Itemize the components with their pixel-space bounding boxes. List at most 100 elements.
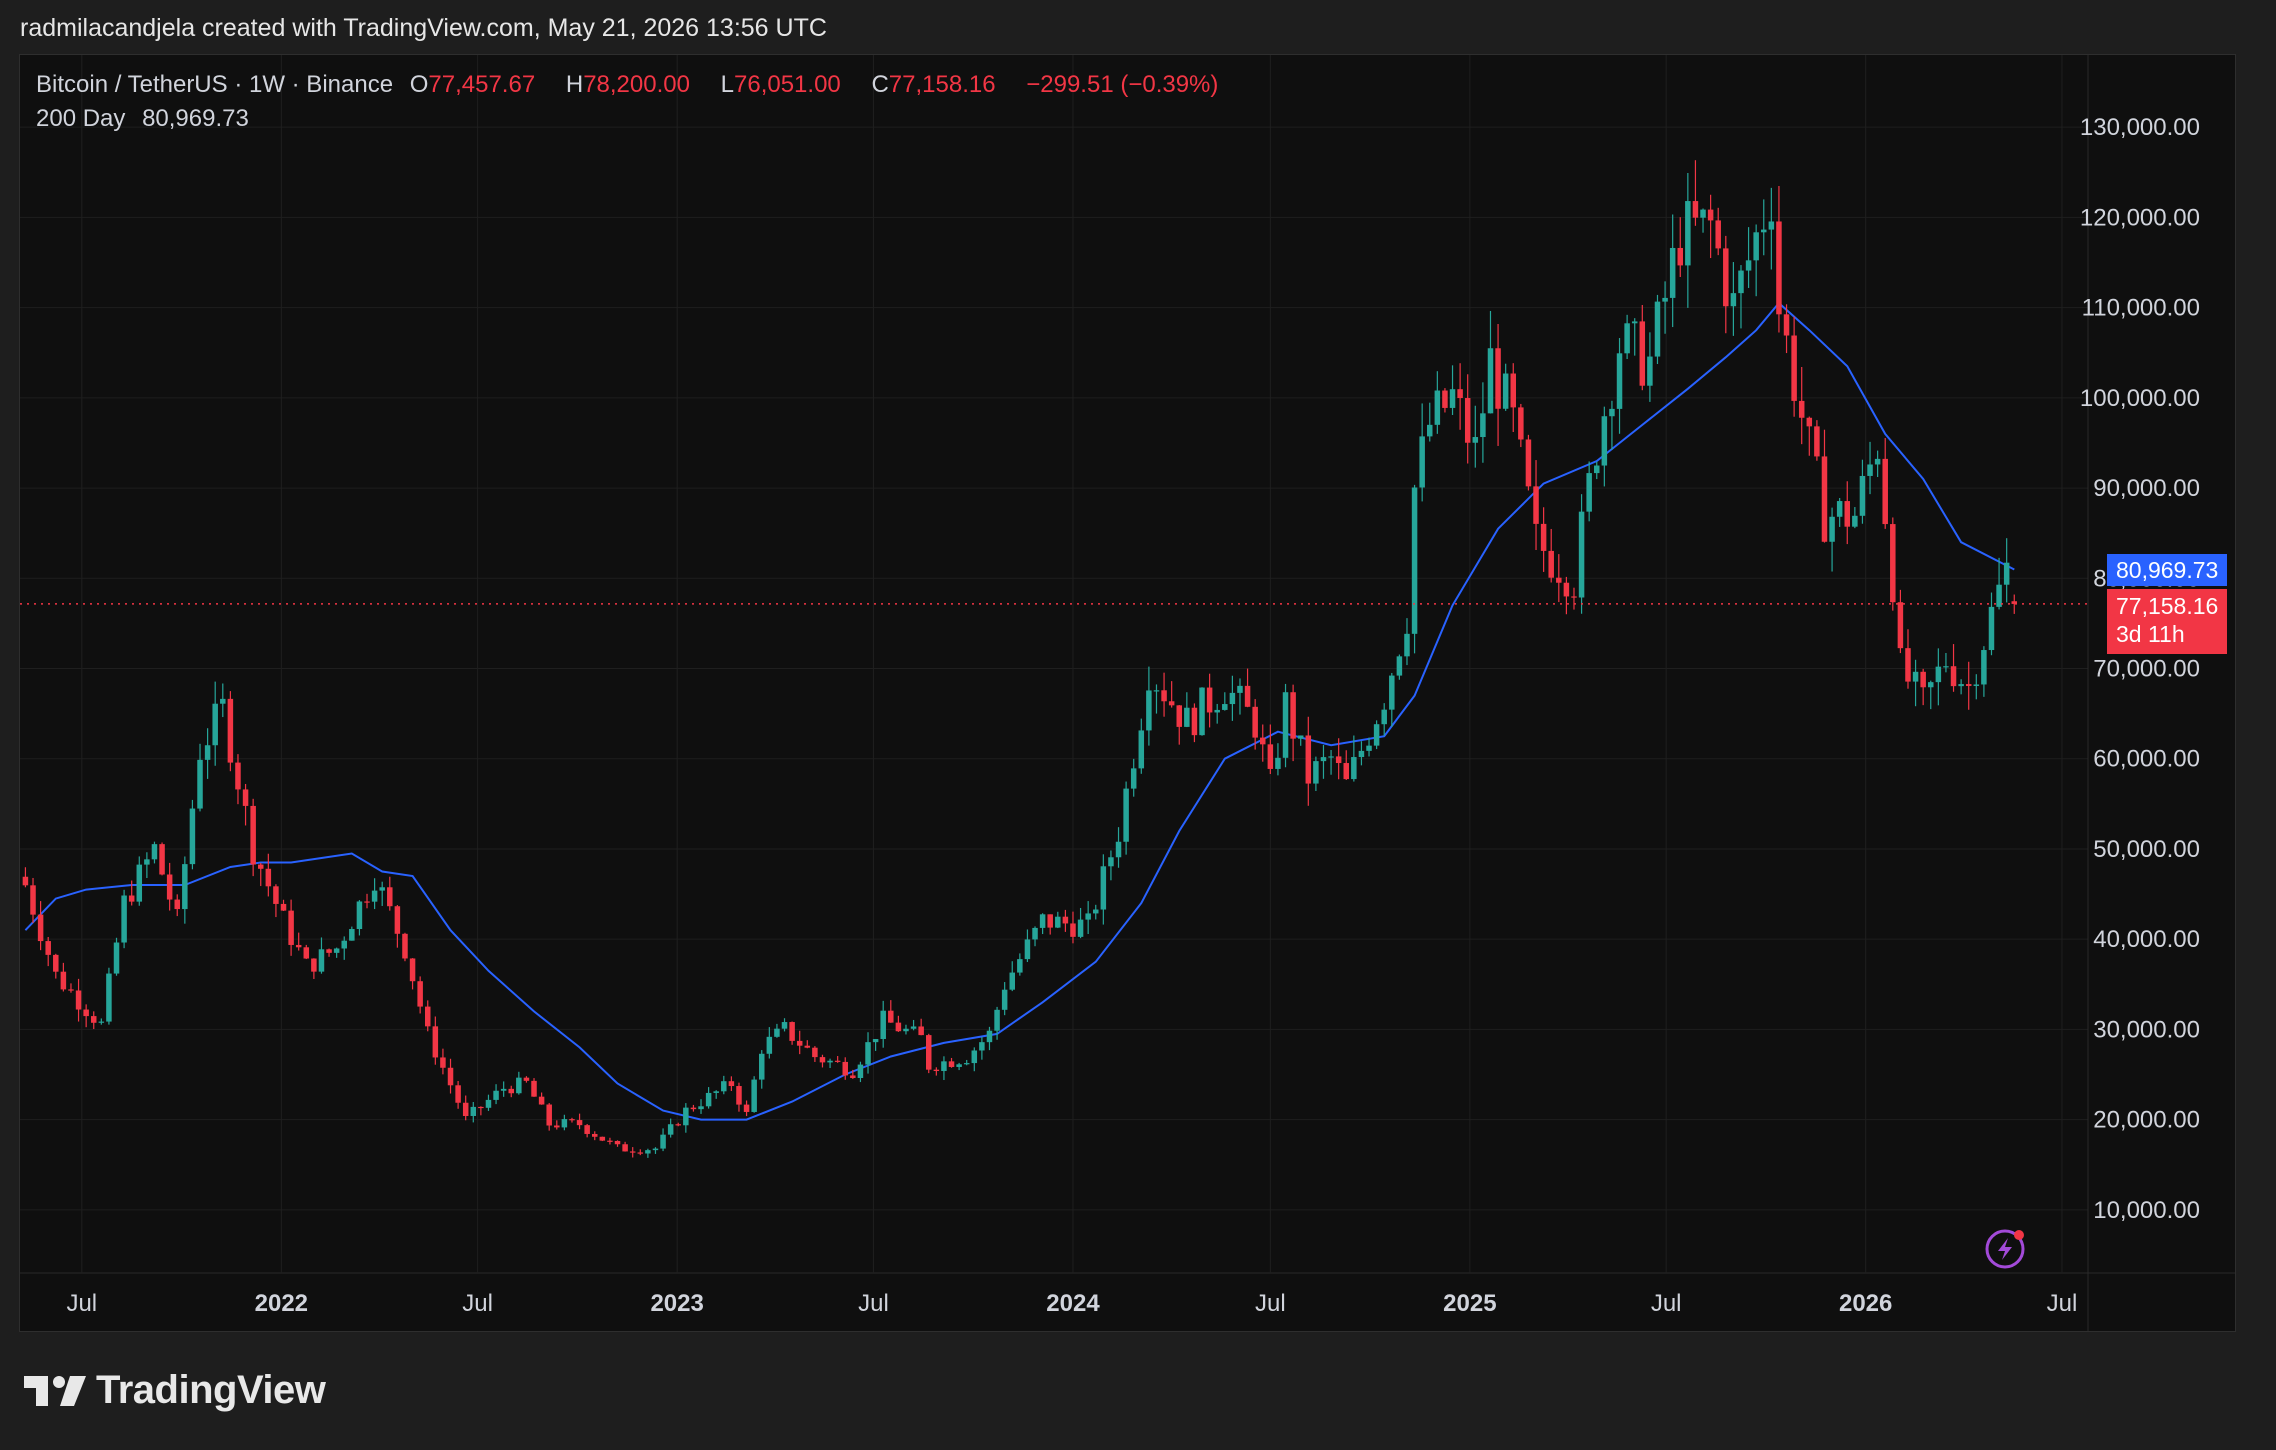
candle-body bbox=[1464, 398, 1471, 443]
candle bbox=[257, 862, 264, 887]
candle-body bbox=[402, 933, 408, 959]
candle bbox=[925, 1033, 932, 1074]
tradingview-logo-icon bbox=[24, 1375, 86, 1406]
candle-body bbox=[1267, 744, 1274, 769]
ma-value: 80,969.73 bbox=[142, 105, 249, 132]
candle-body bbox=[652, 1148, 659, 1151]
candle-body bbox=[1343, 763, 1350, 780]
candle bbox=[1373, 720, 1380, 750]
candle-body bbox=[75, 990, 82, 1010]
candle bbox=[1912, 659, 1919, 707]
candle bbox=[834, 1056, 841, 1063]
candle-body bbox=[1791, 335, 1797, 401]
candle-body bbox=[1578, 511, 1585, 598]
candle-body bbox=[1077, 919, 1084, 937]
candle bbox=[872, 1038, 879, 1051]
candle-body bbox=[212, 703, 218, 746]
candle bbox=[136, 856, 143, 906]
candle-body bbox=[1662, 297, 1668, 302]
candle-body bbox=[1358, 750, 1365, 758]
candle-body bbox=[1761, 229, 1767, 233]
candle bbox=[675, 1122, 681, 1127]
candle-body bbox=[1055, 916, 1061, 928]
candle-body bbox=[1753, 232, 1759, 261]
close-label: C bbox=[871, 71, 889, 98]
lightning-icon[interactable] bbox=[1985, 1229, 2025, 1269]
candle-body bbox=[1996, 584, 2002, 607]
candle bbox=[1874, 450, 1881, 477]
candle-body bbox=[1168, 701, 1175, 706]
candle bbox=[827, 1058, 833, 1069]
candle-body bbox=[1032, 927, 1038, 940]
candle bbox=[1419, 403, 1425, 502]
candle bbox=[796, 1030, 803, 1055]
candle bbox=[1146, 666, 1152, 746]
candle bbox=[781, 1018, 788, 1032]
candle-body bbox=[1419, 436, 1425, 488]
candle bbox=[341, 936, 347, 960]
candle bbox=[622, 1141, 628, 1152]
candle bbox=[1798, 366, 1805, 445]
candle-body bbox=[220, 698, 226, 704]
candle bbox=[1199, 687, 1205, 736]
candle bbox=[1806, 416, 1813, 456]
candle-body bbox=[2011, 601, 2018, 604]
candle-body bbox=[1161, 690, 1167, 702]
candle-body bbox=[22, 876, 29, 886]
candle bbox=[387, 876, 393, 911]
candle bbox=[204, 728, 211, 779]
candle bbox=[819, 1054, 826, 1068]
candle-body bbox=[903, 1028, 909, 1032]
candle bbox=[1973, 674, 1980, 700]
candle-body bbox=[318, 949, 325, 972]
candle-body bbox=[1237, 685, 1243, 693]
candle bbox=[1814, 420, 1820, 461]
candle bbox=[531, 1078, 537, 1097]
candle bbox=[986, 1026, 993, 1051]
candle bbox=[736, 1082, 742, 1112]
chart-panel[interactable]: 10,000.00 20,000.00 30,000.00 40,000.00 50,0… bbox=[19, 54, 2236, 1332]
candle-body bbox=[1389, 675, 1395, 710]
candle-body bbox=[1062, 916, 1069, 924]
x-tick-label: 2025 bbox=[1443, 1290, 1496, 1317]
candle-body bbox=[1244, 685, 1251, 707]
candle bbox=[1404, 618, 1410, 666]
candle-body bbox=[1138, 730, 1145, 769]
candle bbox=[857, 1061, 864, 1083]
candle bbox=[1502, 363, 1509, 411]
candle-body bbox=[1844, 501, 1851, 527]
candle-body bbox=[963, 1063, 970, 1065]
ma-label[interactable]: 200 Day bbox=[36, 105, 126, 132]
candle bbox=[1191, 703, 1198, 743]
candle bbox=[1730, 262, 1737, 336]
tradingview-logo[interactable]: TradingView bbox=[24, 1368, 326, 1413]
legend-row: Bitcoin / TetherUS · 1W · Binance O77,45… bbox=[36, 71, 1230, 99]
candle bbox=[880, 1000, 886, 1048]
candle bbox=[1950, 644, 1957, 692]
candle-body bbox=[1206, 687, 1213, 713]
candle bbox=[1776, 185, 1782, 333]
low-value: 76,051.00 bbox=[734, 71, 841, 98]
candle bbox=[971, 1047, 978, 1072]
candle bbox=[766, 1027, 773, 1059]
candle bbox=[1662, 281, 1668, 334]
symbol-title[interactable]: Bitcoin / TetherUS · 1W · Binance bbox=[36, 71, 394, 98]
y-tick-label: 100,000.00 bbox=[2080, 385, 2200, 412]
candle-body bbox=[257, 864, 264, 869]
candle bbox=[250, 798, 256, 877]
candle-body bbox=[637, 1152, 644, 1154]
candle-body bbox=[1396, 656, 1403, 676]
candle bbox=[455, 1081, 461, 1109]
x-tick-label: Jul bbox=[462, 1290, 493, 1317]
candle bbox=[1540, 507, 1547, 572]
candle bbox=[1928, 680, 1934, 710]
price-chart[interactable]: 10,000.00 20,000.00 30,000.00 40,000.00 50,0… bbox=[20, 55, 2235, 1331]
candle-body bbox=[166, 874, 173, 900]
candle bbox=[1161, 672, 1167, 717]
candle bbox=[1495, 323, 1501, 446]
candle-body bbox=[1373, 724, 1380, 746]
candle-body bbox=[781, 1022, 788, 1029]
candle bbox=[166, 862, 173, 911]
candle-body bbox=[462, 1102, 469, 1116]
candle bbox=[478, 1106, 484, 1116]
